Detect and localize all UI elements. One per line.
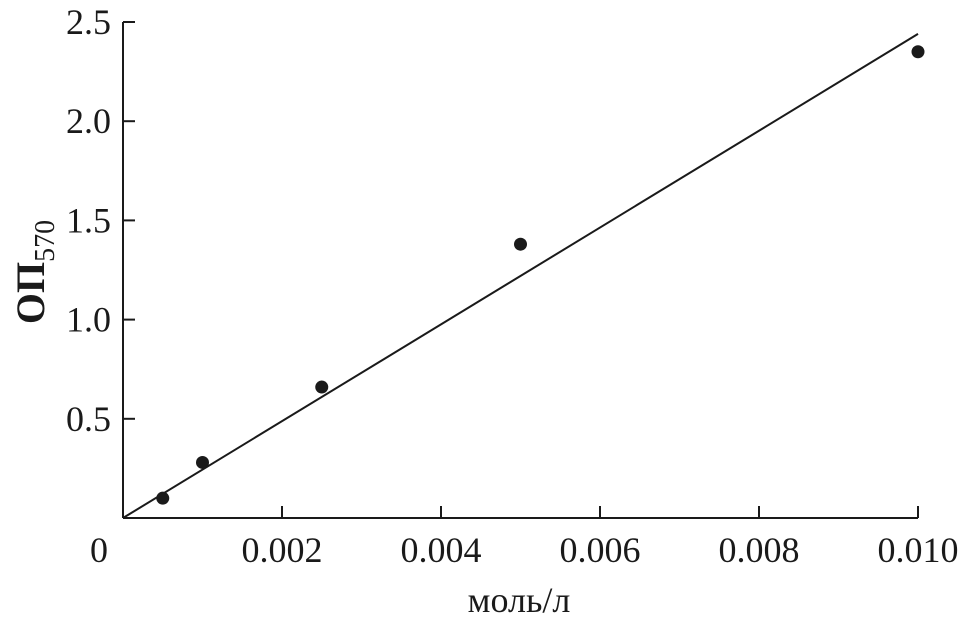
y-axis-title-subscript: 570 bbox=[30, 220, 61, 262]
y-axis-title-main: ОП bbox=[8, 262, 53, 324]
x-tick-label: 0.006 bbox=[560, 530, 641, 570]
data-point bbox=[315, 380, 329, 394]
x-tick-label: 0.002 bbox=[242, 530, 323, 570]
x-tick-label: 0.004 bbox=[401, 530, 482, 570]
fit-line-layer bbox=[122, 33, 919, 519]
data-point bbox=[196, 455, 209, 469]
axes bbox=[122, 22, 918, 519]
y-tick-label: 1.5 bbox=[66, 200, 111, 240]
y-tick-label: 2.0 bbox=[66, 101, 111, 141]
data-point bbox=[156, 491, 170, 505]
data-points bbox=[156, 45, 925, 505]
y-axis-title: ОП570 bbox=[8, 220, 61, 324]
y-tick-label: 0.5 bbox=[66, 399, 111, 439]
x-axis-title: моль/л bbox=[468, 580, 571, 620]
y-tick-label: 1.0 bbox=[66, 300, 111, 340]
data-point bbox=[911, 45, 925, 59]
x-tick-label: 0.008 bbox=[719, 530, 800, 570]
svg-text:ОП570: ОП570 bbox=[8, 220, 61, 324]
x-tick-label: 0 bbox=[90, 530, 108, 570]
tick-marks bbox=[123, 21, 919, 518]
x-tick-label: 0.010 bbox=[878, 530, 959, 570]
fit-line bbox=[122, 33, 919, 519]
data-point bbox=[514, 237, 527, 251]
tick-labels: 0 0.002 0.004 0.006 0.008 0.010 0.5 1.0 1.5 2.0 2.… bbox=[66, 2, 959, 570]
y-tick-label: 2.5 bbox=[66, 2, 111, 42]
